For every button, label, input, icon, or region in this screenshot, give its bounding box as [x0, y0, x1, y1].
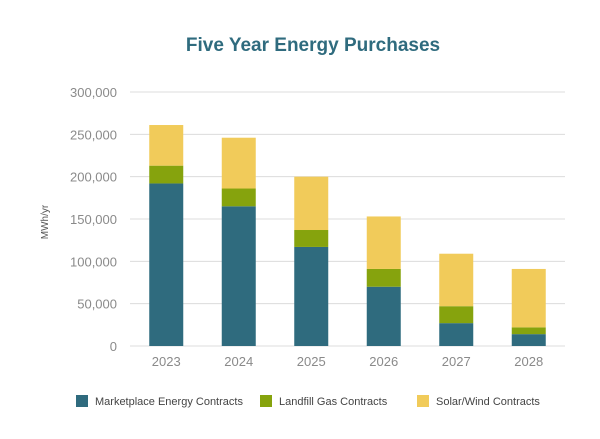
bar-segment	[294, 246, 329, 346]
legend-swatch	[76, 395, 88, 407]
x-tick-label: 2027	[442, 354, 471, 369]
x-tick-label: 2028	[514, 354, 543, 369]
bar-segment	[294, 230, 329, 247]
legend-swatch	[417, 395, 429, 407]
x-tick-label: 2025	[297, 354, 326, 369]
bar-segment	[149, 165, 184, 184]
bar-segment	[221, 137, 256, 189]
y-axis-label: MWh/yr	[40, 204, 51, 239]
y-tick-label: 0	[110, 339, 117, 354]
bar-segment	[511, 327, 546, 335]
legend: Marketplace Energy Contracts Landfill Gas…	[76, 395, 540, 408]
bar-segment	[366, 216, 401, 269]
chart-title: Five Year Energy Purchases	[186, 35, 440, 56]
bars	[149, 125, 546, 346]
bar-segment	[511, 268, 546, 328]
bar-segment	[294, 176, 329, 231]
bar-segment	[149, 183, 184, 346]
bar-segment	[439, 306, 474, 324]
bar-segment	[439, 323, 474, 346]
bar-segment	[149, 125, 184, 166]
bar-segment	[221, 188, 256, 207]
bar-segment	[439, 253, 474, 307]
y-tick-label: 150,000	[70, 212, 117, 227]
x-tick-labels: 2023 2024 2025 2026 2027 2028	[152, 354, 543, 369]
y-tick-label: 300,000	[70, 85, 117, 100]
legend-label: Solar/Wind Contracts	[436, 396, 540, 408]
y-tick-label: 250,000	[70, 127, 117, 142]
x-tick-label: 2026	[369, 354, 398, 369]
bar-segment	[511, 334, 546, 346]
gridlines	[130, 91, 565, 347]
y-tick-label: 200,000	[70, 170, 117, 185]
legend-label: Marketplace Energy Contracts	[95, 396, 243, 408]
bar-segment	[366, 286, 401, 346]
legend-label: Landfill Gas Contracts	[279, 396, 388, 408]
x-tick-label: 2023	[152, 354, 181, 369]
y-tick-label: 50,000	[77, 297, 117, 312]
x-tick-label: 2024	[224, 354, 253, 369]
y-tick-labels: 0 50,000 100,000 150,000 200,000 250,000 300,0…	[70, 85, 117, 354]
bar-segment	[366, 268, 401, 287]
bar-segment	[221, 206, 256, 346]
legend-swatch	[260, 395, 272, 407]
y-tick-label: 100,000	[70, 254, 117, 269]
